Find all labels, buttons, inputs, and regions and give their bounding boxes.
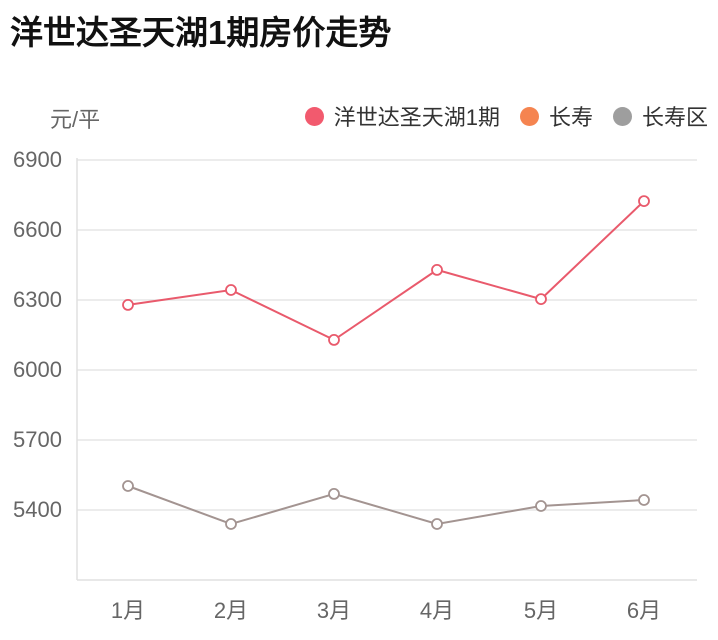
legend-item-city[interactable]: 长寿 xyxy=(519,100,593,132)
chart-title: 洋世达圣天湖1期房价走势 xyxy=(10,14,392,51)
data-point-marker[interactable] xyxy=(431,263,443,276)
x-tick-label: 4月 xyxy=(419,598,455,623)
y-tick-label: 6000 xyxy=(13,357,62,382)
data-point-marker[interactable] xyxy=(638,494,650,506)
x-tick-label: 1月 xyxy=(110,598,146,623)
series-lines xyxy=(122,195,650,530)
data-point-marker[interactable] xyxy=(328,333,340,346)
data-point-marker[interactable] xyxy=(638,195,650,208)
x-tick-label: 6月 xyxy=(626,598,662,623)
data-point-marker[interactable] xyxy=(535,500,547,512)
series-line xyxy=(127,485,645,526)
y-tick-label: 5700 xyxy=(13,427,62,452)
x-tick-label: 3月 xyxy=(316,598,352,623)
data-point-marker[interactable] xyxy=(535,293,547,306)
legend-dot-icon xyxy=(304,106,324,126)
chart-legend: 洋世达圣天湖1期 长寿 长寿区 xyxy=(285,100,708,132)
series-line xyxy=(127,200,645,342)
legend-dot-icon xyxy=(612,106,632,126)
data-point-marker[interactable] xyxy=(431,518,443,530)
y-axis-unit-label: 元/平 xyxy=(50,107,101,132)
legend-item-district[interactable]: 长寿区 xyxy=(612,100,708,132)
data-point-marker[interactable] xyxy=(122,480,134,492)
data-point-marker[interactable] xyxy=(225,518,237,530)
legend-label: 洋世达圣天湖1期 xyxy=(333,105,500,130)
legend-label: 长寿区 xyxy=(641,105,708,130)
x-tick-label: 5月 xyxy=(523,598,559,623)
y-tick-label: 6300 xyxy=(13,287,62,312)
data-point-marker[interactable] xyxy=(122,298,134,311)
legend-label: 长寿 xyxy=(548,105,593,130)
grid-lines xyxy=(77,159,697,511)
y-tick-label: 5400 xyxy=(13,497,62,522)
legend-dot-icon xyxy=(519,106,539,126)
axes xyxy=(76,158,697,581)
y-tick-label: 6900 xyxy=(13,147,62,172)
y-tick-label: 6600 xyxy=(13,217,62,242)
x-tick-label: 2月 xyxy=(213,598,249,623)
data-point-marker[interactable] xyxy=(225,284,237,296)
data-point-marker[interactable] xyxy=(328,487,340,500)
legend-item-project[interactable]: 洋世达圣天湖1期 xyxy=(304,100,500,132)
